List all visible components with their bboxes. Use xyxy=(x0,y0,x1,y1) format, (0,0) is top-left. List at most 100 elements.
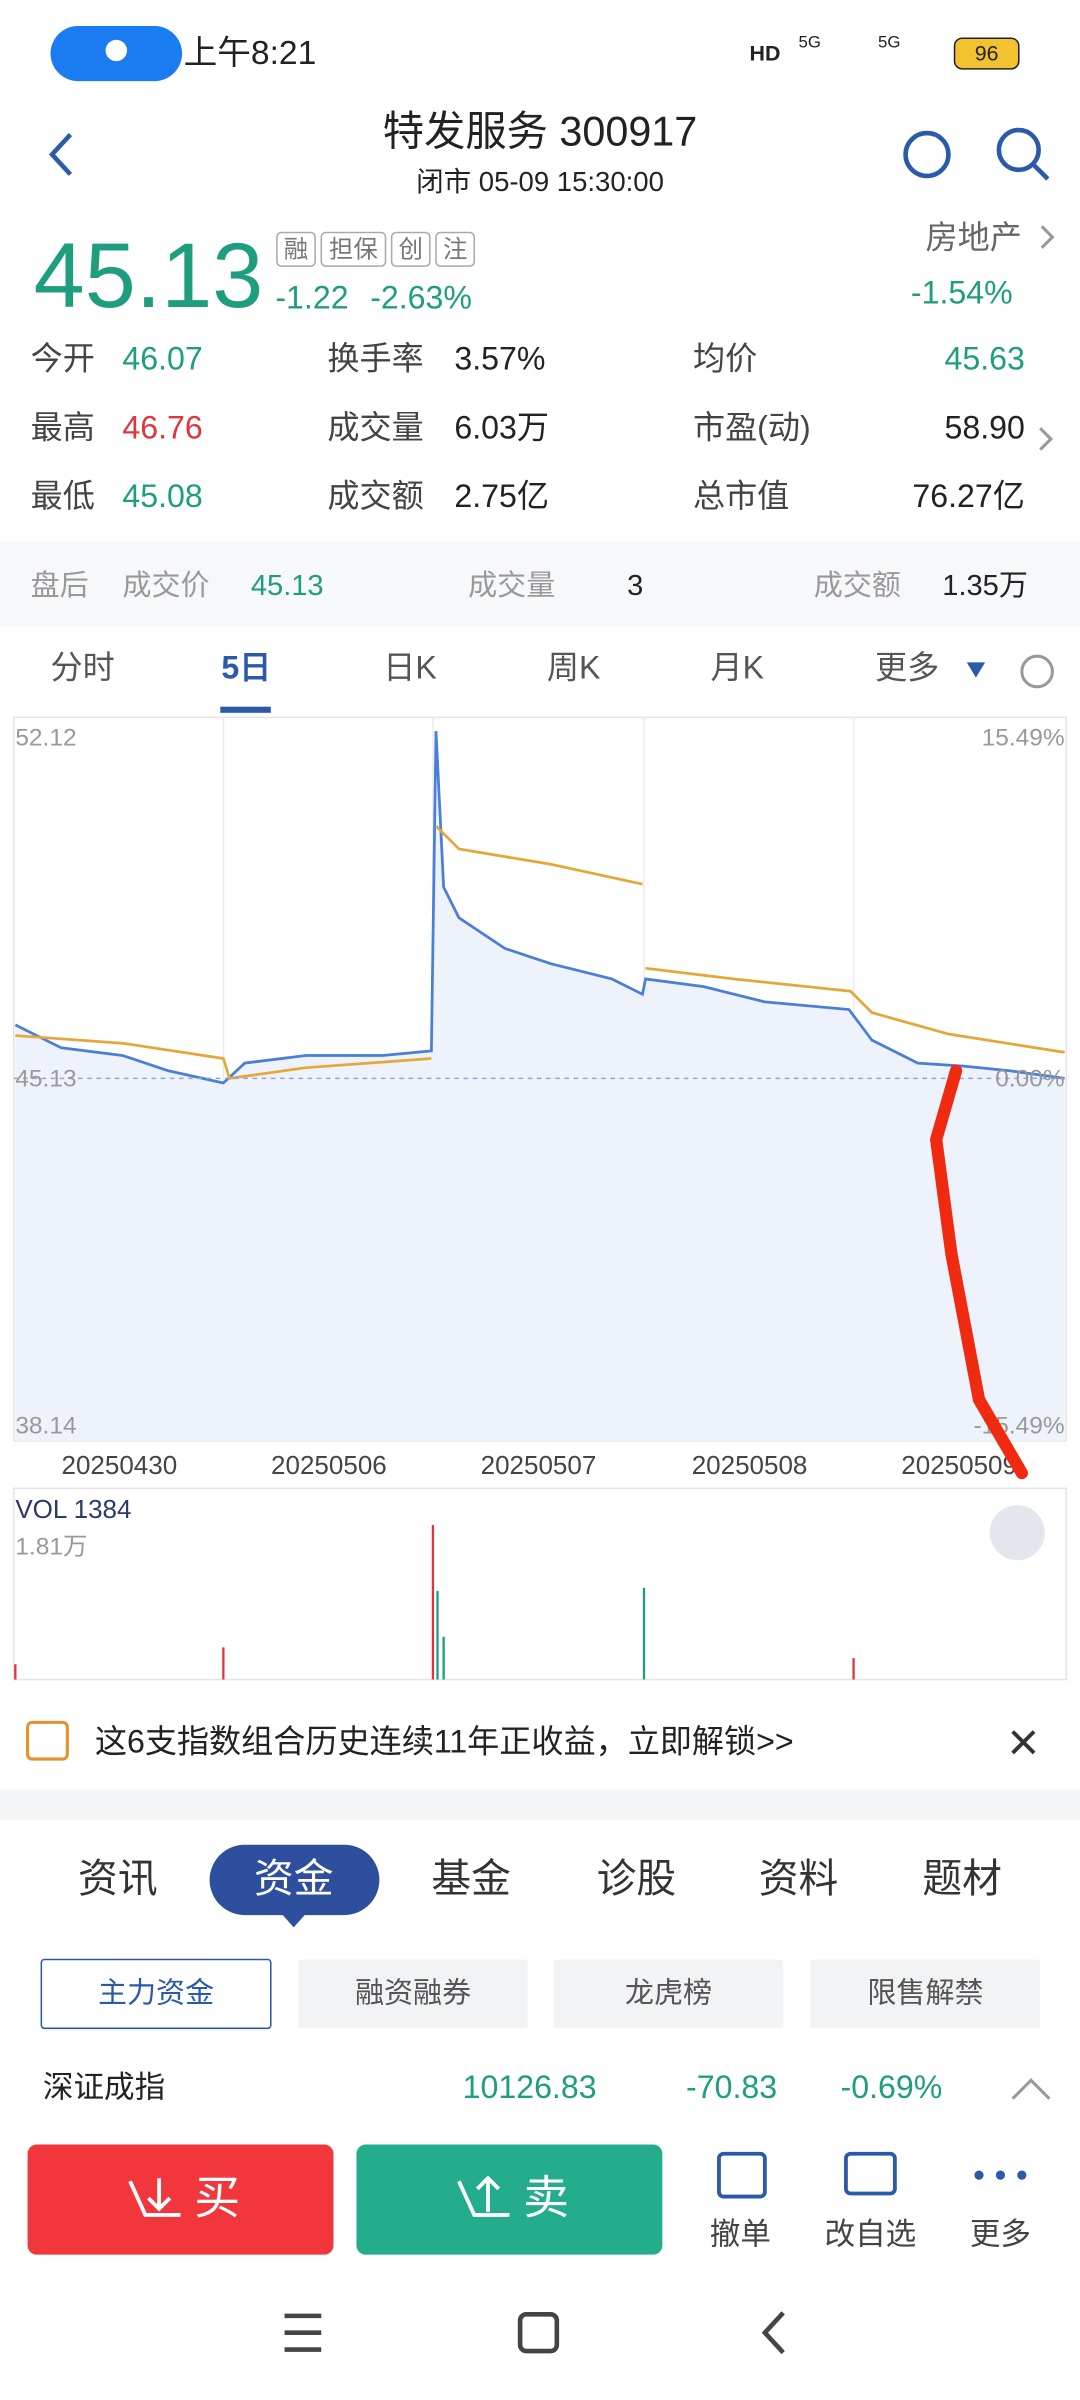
time: 上午8:21 xyxy=(184,34,317,72)
battery-level: 96 xyxy=(975,42,999,66)
badge-box xyxy=(390,231,431,267)
stat-value: 6.03万 xyxy=(454,409,549,445)
stat-value: 76.27亿 xyxy=(912,478,1024,514)
gift xyxy=(26,1720,69,1761)
sub-tab-box[interactable] xyxy=(298,1959,528,2029)
net: 5G xyxy=(878,32,900,51)
price: 45.13 xyxy=(34,225,264,327)
stat-label: 成交额 xyxy=(327,478,423,514)
date-label: 20250430 xyxy=(62,1450,178,1480)
stock-title: 特发服务 300917 xyxy=(383,109,697,155)
dropdown xyxy=(966,662,986,678)
after-hours-bg xyxy=(0,541,1080,628)
chart-tab[interactable]: 5日 xyxy=(221,649,271,685)
avg-line xyxy=(15,825,1065,1080)
info-tab[interactable]: 诊股 xyxy=(597,1857,677,1901)
sector[interactable]: 房地产 xyxy=(926,220,1022,256)
collapse[interactable] xyxy=(1011,2078,1051,2100)
stat-label: 成交量 xyxy=(327,409,423,445)
ah-label: 成交额 xyxy=(814,569,901,602)
volume-bars xyxy=(14,1525,855,1680)
stat-value: 46.76 xyxy=(122,409,202,445)
ah-label: 成交量 xyxy=(468,569,555,602)
badge-box xyxy=(435,231,475,267)
back[interactable] xyxy=(48,133,73,176)
tool-label[interactable]: 撤单 xyxy=(710,2217,771,2251)
pct-mid: 0.00% xyxy=(995,1065,1064,1092)
sector-pct: -1.54% xyxy=(911,275,1013,311)
info-tab[interactable]: 题材 xyxy=(922,1857,1002,1901)
buy-button[interactable] xyxy=(27,2144,334,2255)
stat-value: 45.08 xyxy=(122,478,202,514)
date-label: 20250508 xyxy=(692,1450,808,1480)
y-max: 52.12 xyxy=(15,724,76,751)
chart-tab[interactable]: 日K xyxy=(383,649,437,685)
vol-max: 1.81万 xyxy=(15,1533,87,1560)
chevron xyxy=(1039,427,1054,451)
stat-value: 45.63 xyxy=(945,340,1025,376)
chevron xyxy=(1040,225,1055,249)
sell-button[interactable] xyxy=(356,2144,663,2255)
cancel-icon xyxy=(717,2151,767,2199)
stat-value: 2.75亿 xyxy=(454,478,549,514)
system-nav xyxy=(284,2311,785,2355)
info-tab[interactable]: 资讯 xyxy=(78,1857,158,1901)
settings[interactable] xyxy=(1020,654,1054,689)
stat-label: 市盈(动) xyxy=(693,409,811,445)
price-line xyxy=(14,731,1065,1085)
stat-value: 46.07 xyxy=(122,340,202,376)
stat-label: 均价 xyxy=(693,340,757,376)
index-change: -70.83 xyxy=(686,2069,777,2105)
net: 5G xyxy=(799,32,821,51)
close[interactable] xyxy=(1011,1730,1036,1755)
stat-label: 最高 xyxy=(31,409,95,445)
index-value: 10126.83 xyxy=(463,2069,597,2105)
buy-label: 买 xyxy=(194,2171,240,2223)
active-tab xyxy=(209,1844,380,1916)
badge-box xyxy=(320,231,387,267)
badge: 融 xyxy=(284,235,308,263)
sub-tab-box[interactable] xyxy=(40,1958,272,2030)
chart-tab[interactable]: 更多 xyxy=(875,649,939,685)
date-label: 20250509 xyxy=(901,1450,1017,1480)
index-pct: -0.69% xyxy=(841,2069,943,2105)
sub-tab-box[interactable] xyxy=(553,1959,784,2029)
stat-label: 今开 xyxy=(31,340,95,376)
ah-value: 1.35万 xyxy=(942,570,1028,602)
refresh[interactable] xyxy=(903,130,951,179)
after-hours-label: 盘后 xyxy=(31,569,89,602)
stat-value: 58.90 xyxy=(945,409,1025,445)
tool-label[interactable]: 改自选 xyxy=(825,2217,917,2251)
separator xyxy=(0,1789,1080,1821)
chart-tab[interactable]: 分时 xyxy=(51,649,115,685)
banner[interactable]: 这6支指数组合历史连续11年正收益，立即解锁>> xyxy=(95,1723,794,1759)
chart-tab[interactable]: 月K xyxy=(711,649,765,685)
y-mid: 45.13 xyxy=(15,1065,76,1092)
stat-label: 总市值 xyxy=(693,478,789,514)
change: -1.22 xyxy=(275,279,348,315)
search[interactable] xyxy=(996,127,1041,173)
badge: 创 xyxy=(399,235,423,263)
sub-tab: 限售解禁 xyxy=(867,1976,983,2009)
rotate[interactable] xyxy=(989,1505,1045,1561)
chart-tab[interactable]: 周K xyxy=(547,649,601,685)
price-area xyxy=(15,731,1065,1441)
sell-icon xyxy=(457,2175,510,2217)
info-tab[interactable]: 基金 xyxy=(431,1857,511,1901)
stat-label: 换手率 xyxy=(327,340,423,376)
market-status: 闭市 05-09 15:30:00 xyxy=(416,166,664,197)
buy-icon xyxy=(128,2178,181,2217)
more-icon xyxy=(974,2170,1027,2180)
badge: 担保 xyxy=(329,235,378,263)
info-tab[interactable]: 资料 xyxy=(759,1857,839,1901)
tab-pointer xyxy=(281,1913,306,1928)
hd: HD xyxy=(750,42,781,66)
search-handle xyxy=(1032,163,1050,181)
info-tab[interactable]: 资金 xyxy=(254,1857,334,1901)
vol-label: VOL 1384 xyxy=(15,1494,131,1524)
sub-tab-box[interactable] xyxy=(810,1959,1041,2029)
ah-label: 成交价 xyxy=(122,569,209,602)
tool-label[interactable]: 更多 xyxy=(970,2217,1031,2251)
